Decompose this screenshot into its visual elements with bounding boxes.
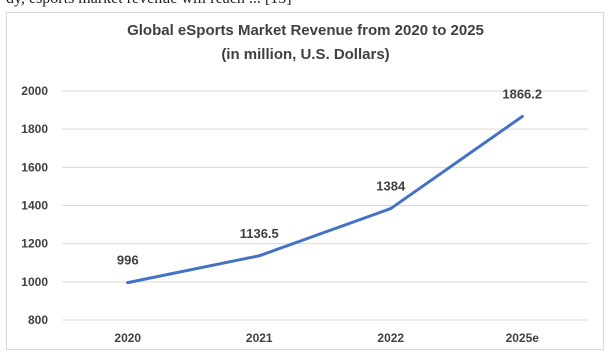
data-label: 996	[117, 253, 139, 268]
x-tick-label: 2020	[114, 331, 141, 345]
data-point	[389, 207, 393, 211]
cropped-text-fragment: dy, esports market revenue will reach ..…	[0, 0, 611, 9]
data-label: 1866.2	[502, 87, 542, 102]
y-tick-label: 800	[28, 313, 48, 327]
chart-subtitle: (in million, U.S. Dollars)	[221, 46, 390, 63]
y-tick-label: 1400	[21, 199, 48, 213]
chart-frame	[6, 12, 604, 350]
y-tick-label: 1800	[21, 122, 48, 136]
y-tick-label: 1200	[21, 237, 48, 251]
y-tick-label: 2000	[21, 84, 48, 98]
data-point	[257, 254, 261, 258]
y-tick-label: 1000	[21, 275, 48, 289]
data-point	[126, 281, 130, 285]
data-label: 1384	[376, 179, 406, 194]
cropped-caption: dy, esports market revenue will reach ..…	[6, 0, 292, 8]
data-label: 1136.5	[240, 226, 279, 241]
data-point	[520, 115, 524, 119]
series-line	[126, 115, 524, 285]
y-tick-label: 1600	[21, 160, 48, 174]
x-tick-label: 2025e	[506, 331, 540, 345]
x-tick-label: 2022	[377, 331, 404, 345]
x-tick-label: 2021	[246, 331, 273, 345]
chart-title: Global eSports Market Revenue from 2020 …	[127, 22, 484, 39]
